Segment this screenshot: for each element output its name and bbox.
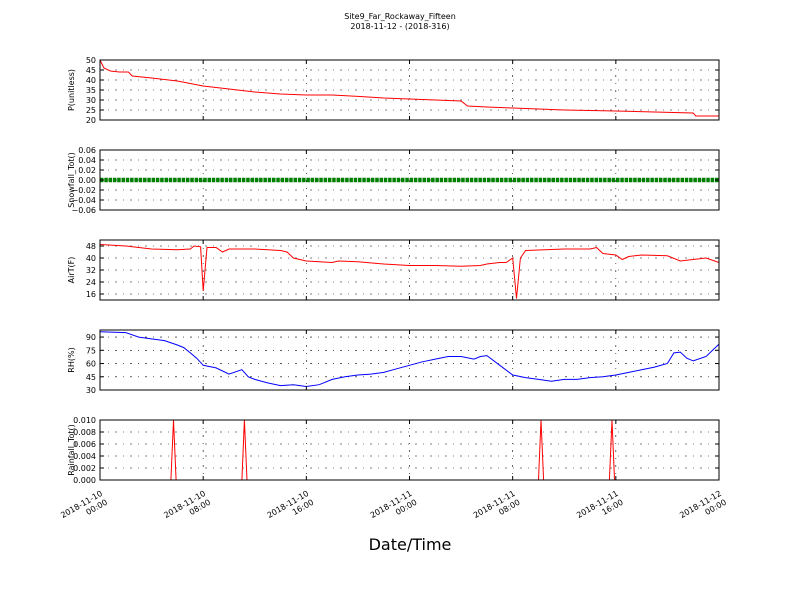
y-tick-label: 0.004 [73,452,96,461]
y-tick-label: 48 [86,242,96,251]
y-tick-label: 50 [86,56,96,65]
series-line [99,331,720,388]
y-tick-label: 45 [86,66,96,75]
y-axis-label: P(unitless) [67,69,76,111]
y-tick-label: 75 [86,346,96,355]
panel-5: 0.000 0.002 0.004 0.006 0.008 0.010Rainfall_T… [67,416,720,485]
panel-3: 16 24 32 40 48 AirT(F) [67,239,720,301]
y-tick-label: 40 [86,76,96,85]
chart-subtitle: 2018-11-12 - (2018-316) [350,22,449,31]
y-tick-label: 35 [86,86,96,95]
x-tick-label: 2018-11-1200:00 [678,489,728,529]
panel-4: 30 45 60 75 90 RH(%) [67,329,720,395]
y-axis-label: Rainfall_Tot() [67,424,76,476]
y-tick-label: 0.002 [73,464,96,473]
y-tick-label: 0.008 [73,428,96,437]
y-tick-label: 90 [86,333,96,342]
y-axis-label: RH(%) [67,347,76,372]
y-tick-label: 20 [86,116,96,125]
y-tick-label: 32 [86,266,96,275]
x-tick-labels: 2018-11-1000:00 2018-11-1008:00 2018-11-10… [59,489,728,529]
y-tick-label: 0.06 [78,146,96,155]
series-line [99,59,719,117]
x-tick-label: 2018-11-1000:00 [59,489,109,529]
x-tick-label: 2018-11-1100:00 [369,489,419,529]
y-tick-label: 0.02 [78,166,96,175]
y-tick-label: 16 [86,290,96,299]
y-tick-label: 0.006 [73,440,96,449]
panel-2: −0.06−0.04−0.020.000.020.040.06Snowfall_… [67,146,720,215]
y-tick-label: 40 [86,254,96,263]
y-tick-label: 60 [86,360,96,369]
y-tick-label: 24 [86,278,96,287]
y-tick-label: −0.06 [71,206,96,215]
y-tick-label: 0.00 [78,176,96,185]
y-tick-label: 0.000 [73,476,96,485]
y-tick-label: 30 [86,96,96,105]
x-axis-label: Date/Time [369,535,452,554]
y-tick-label: 25 [86,106,96,115]
y-axis-label: Snowfall_Tot() [67,152,76,208]
y-tick-label: 0.010 [73,416,96,425]
x-tick-label: 2018-11-1008:00 [162,489,212,529]
y-tick-label: −0.04 [71,196,96,205]
chart-title: Site9_Far_Rockaway_Fifteen [344,12,456,21]
y-tick-label: 30 [86,386,96,395]
y-axis-label: AirT(F) [67,257,76,284]
y-tick-label: −0.02 [71,186,96,195]
x-tick-label: 2018-11-1116:00 [575,489,625,529]
series-line [99,244,720,299]
x-tick-label: 2018-11-1016:00 [266,489,316,529]
chart-panels: 20253035404550P(unitless)−0.06−0.04−0.02… [67,56,720,485]
y-tick-label: 45 [86,373,96,382]
x-tick-label: 2018-11-1108:00 [472,489,522,529]
y-tick-label: 0.04 [78,156,96,165]
